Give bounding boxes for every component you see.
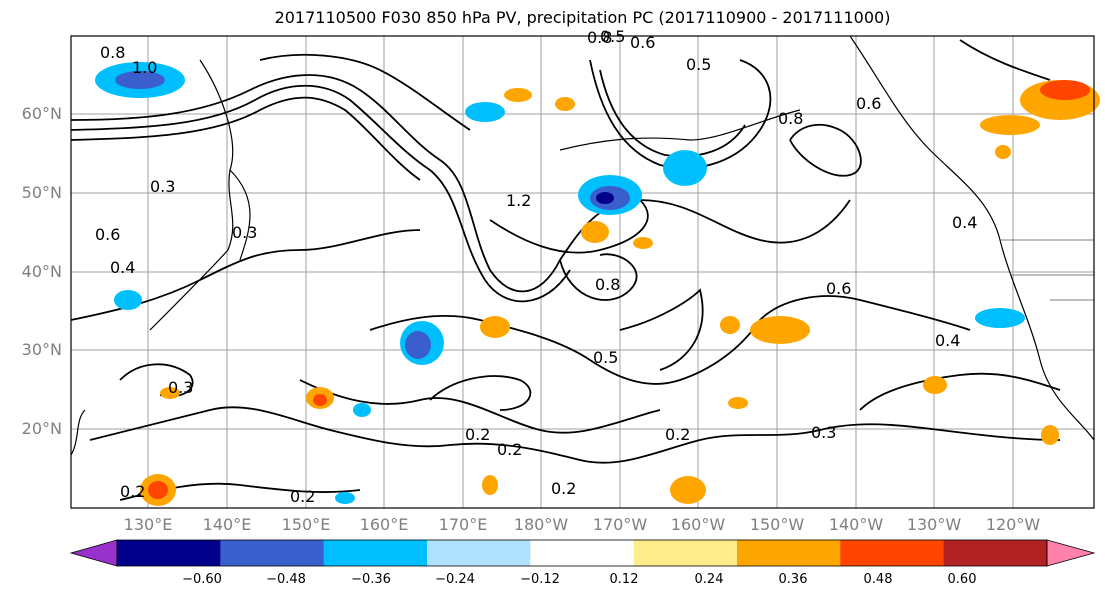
colorbar: [69, 539, 1096, 567]
lon-label: 120°W: [985, 515, 1041, 534]
contour-label: 1.0: [132, 58, 157, 77]
contour-value-labels: 0.8 1.0 0.6 0.5 0.8 0.4 0.2 0.3 0.6 0.5 …: [95, 27, 977, 506]
contour-label: 0.3: [168, 378, 193, 397]
colorbar-tick-label: 0.60: [947, 572, 977, 587]
contour-label: 0.2: [465, 425, 490, 444]
contour-label: 0.2: [290, 487, 315, 506]
aleutian-coast: [559, 109, 801, 151]
lon-label: 150°E: [281, 515, 331, 534]
contour-label: 0.2: [665, 425, 690, 444]
contour-label: 0.8: [100, 43, 125, 62]
colorbar-segment: [737, 540, 841, 566]
colorbar-segment: [530, 540, 635, 566]
lat-label: 50°N: [21, 183, 62, 202]
contour-label: 0.8: [595, 275, 620, 294]
colorbar-extend-high: [1046, 539, 1096, 567]
colorbar-tick-label: 0.48: [863, 572, 893, 587]
colorbar-segments: [117, 540, 1048, 566]
contour-label: 0.4: [935, 331, 960, 350]
colorbar-tick-label: 0.36: [778, 572, 808, 587]
colorbar-tick-label: −0.36: [351, 572, 391, 587]
lon-label: 160°E: [359, 515, 409, 534]
colorbar-tick-label: 0.24: [694, 572, 724, 587]
lon-label: 170°W: [592, 515, 648, 534]
contour-label: 1.2: [506, 191, 531, 210]
contour-label: 0.6: [826, 279, 851, 298]
colorbar-segment: [840, 540, 945, 566]
colorbar-segment: [943, 540, 1048, 566]
lon-label: 130°W: [906, 515, 962, 534]
gridlines: [71, 36, 1094, 508]
lon-label: 140°W: [828, 515, 884, 534]
lat-label: 60°N: [21, 104, 62, 123]
plot-frame: [70, 35, 1095, 509]
lon-label: 130°E: [123, 515, 173, 534]
lon-label: 140°E: [202, 515, 252, 534]
colorbar-segment: [427, 540, 531, 566]
colorbar-tick-label: −0.48: [266, 572, 306, 587]
colorbar-segment: [117, 540, 221, 566]
contour-label: 0.2: [551, 479, 576, 498]
contour-label: 0.8: [778, 109, 803, 128]
contour-label: 0.3: [150, 177, 175, 196]
contour-label: 0.5: [593, 348, 618, 367]
contour-label: 0.3: [232, 223, 257, 242]
colorbar-tick-label: 0.12: [609, 572, 639, 587]
lat-label: 40°N: [21, 262, 62, 281]
lon-label: 170°E: [438, 515, 488, 534]
colorbar-tick-label: −0.60: [182, 572, 222, 587]
us-borders: [1000, 239, 1094, 301]
precip-negative-areas: [95, 62, 1025, 504]
colorbar-segment: [323, 540, 428, 566]
precip-positive-areas: [140, 80, 1100, 506]
contour-label: 0.2: [120, 482, 145, 501]
colorbar-segment: [220, 540, 325, 566]
asia-coast: [70, 59, 251, 456]
lon-label: 180°W: [513, 515, 569, 534]
contour-label: 0.6: [630, 33, 655, 52]
lon-label: 150°W: [749, 515, 805, 534]
colorbar-tick-label: −0.12: [520, 572, 560, 587]
lat-label: 20°N: [21, 419, 62, 438]
colorbar-segment: [633, 540, 738, 566]
coastlines: [70, 35, 1095, 456]
contour-label: 0.6: [95, 225, 120, 244]
contour-label: 0.2: [497, 440, 522, 459]
map-title: 2017110500 F030 850 hPa PV, precipitatio…: [274, 8, 891, 27]
colorbar-tick-label: −0.24: [435, 572, 475, 587]
colorbar-extend-low: [69, 539, 118, 567]
lon-label: 160°W: [670, 515, 726, 534]
contour-label: 0.4: [110, 258, 135, 277]
colorbar-frame: [116, 539, 1048, 567]
contour-label: 0.3: [811, 423, 836, 442]
lat-label: 30°N: [21, 340, 62, 359]
contour-label: 0.8: [587, 28, 612, 47]
contour-label: 0.5: [686, 55, 711, 74]
contour-label: 0.4: [952, 213, 977, 232]
contour-label: 0.6: [856, 94, 881, 113]
